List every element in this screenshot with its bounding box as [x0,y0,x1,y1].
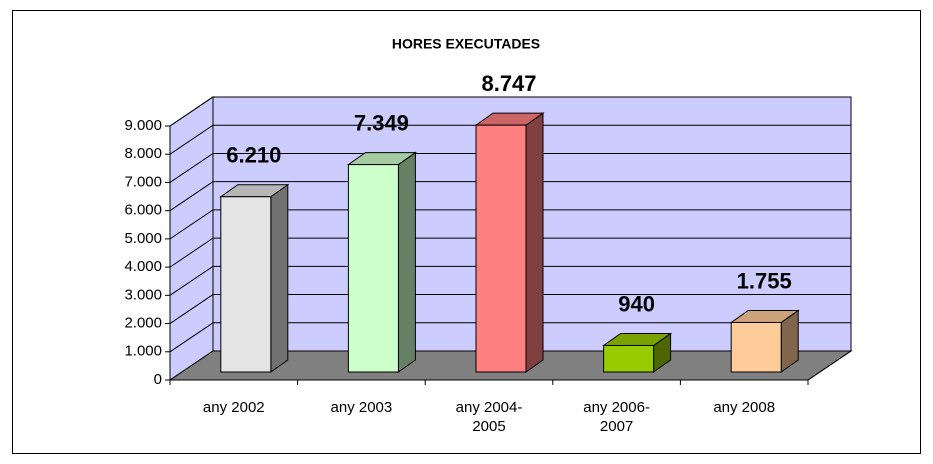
y-tick-label: 1.000 [124,343,162,360]
y-tick-label: 4.000 [124,258,162,275]
bar-side [525,112,544,373]
y-tick-label: 3.000 [124,286,162,303]
bar [730,321,782,373]
bar [347,164,399,373]
grid-line [169,265,851,296]
y-tick-label: 5.000 [124,230,162,247]
bar-side [397,151,416,373]
bar [603,344,655,373]
x-tick-label: any 2004-2005 [455,399,523,435]
value-label: 940 [618,291,655,316]
x-tick-label: any 2006-2007 [583,399,650,435]
y-tick-label: 6.000 [124,202,162,219]
value-label: 6.210 [226,143,281,168]
grid-line [169,237,851,268]
y-tick-label: 0 [154,371,162,388]
y-tick-label: 7.000 [124,173,162,190]
bar [475,124,527,373]
grid-line [169,96,851,127]
grid-line [169,209,851,240]
grid-line [169,124,851,155]
chart-title: HORES EXECUTADES [392,36,540,52]
value-label: 7.349 [354,110,409,135]
grid-line [169,322,851,353]
value-label: 8.747 [481,71,536,96]
bar [220,196,272,373]
y-tick-label: 2.000 [124,315,162,332]
value-label: 1.755 [737,268,792,293]
y-tick-label: 8.000 [124,145,162,162]
x-tick-label: any 2002 [202,399,265,416]
x-tick-label: any 2003 [330,399,393,416]
grid-line [169,152,851,183]
grid-line [169,294,851,324]
x-tick-label: any 2008 [713,399,776,416]
y-tick-label: 9.000 [124,117,162,134]
grid-line [169,181,851,212]
floor-edge [807,350,852,381]
bar-side [270,183,289,373]
